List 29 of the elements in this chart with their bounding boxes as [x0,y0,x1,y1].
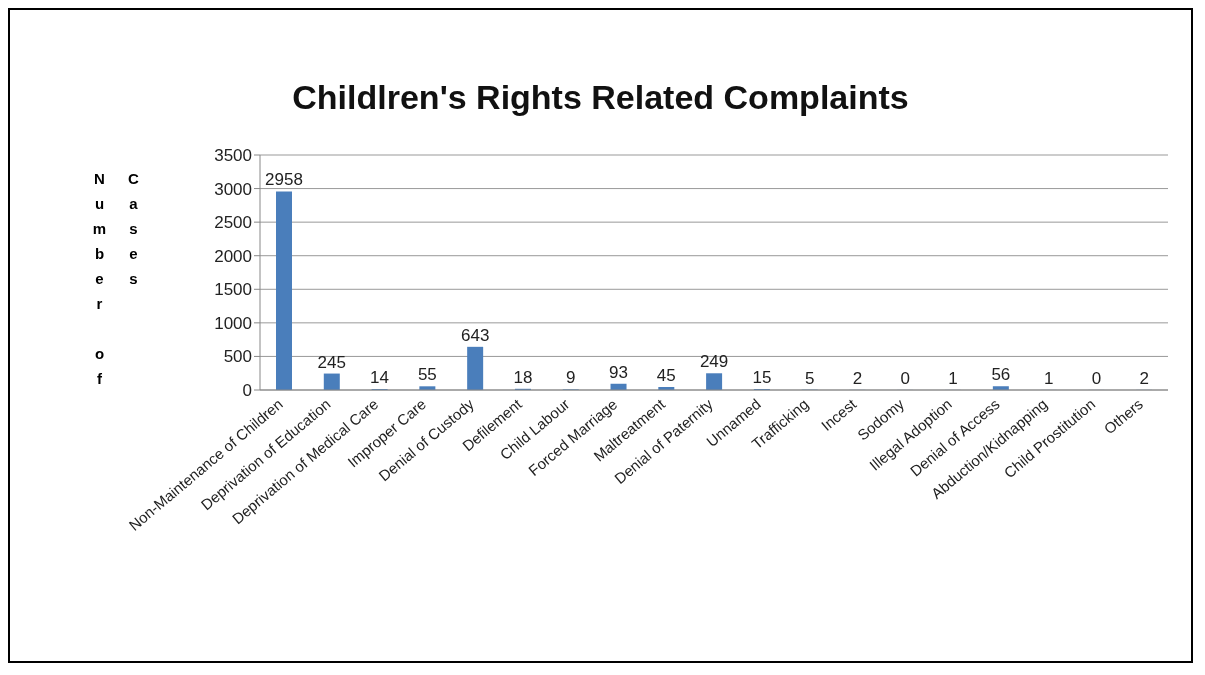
data-label: 0 [1091,368,1102,388]
data-label: 5 [804,368,815,388]
y-tick-label: 2500 [214,213,252,233]
data-label: 15 [752,367,772,387]
y-tick-label: 0 [242,381,252,401]
data-label: 55 [417,365,437,385]
data-label: 643 [460,325,490,345]
data-label: 0 [900,368,910,388]
data-label: 2 [852,368,863,388]
data-label: 14 [370,368,390,388]
data-label: 2958 [265,170,303,190]
y-tick-label: 500 [223,347,252,367]
data-label: 56 [991,365,1011,385]
data-label: 45 [656,365,676,385]
data-label: 18 [513,367,533,387]
data-label: 245 [317,352,346,372]
data-label: 2 [1139,368,1149,388]
y-axis-title: Number of Cases [90,170,143,395]
data-label: 93 [609,362,628,382]
chart-title: Childlren's Rights Related Complaints [291,78,910,117]
y-tick-label: 1000 [214,313,252,333]
y-tick-label: 3500 [214,146,252,166]
data-label: 249 [699,352,729,372]
data-label: 9 [566,368,576,388]
y-tick-label: 3000 [214,179,252,199]
data-label: 1 [1043,368,1054,388]
y-tick-label: 1500 [214,280,252,300]
data-label: 1 [948,368,958,388]
y-tick-label: 2000 [214,246,252,266]
